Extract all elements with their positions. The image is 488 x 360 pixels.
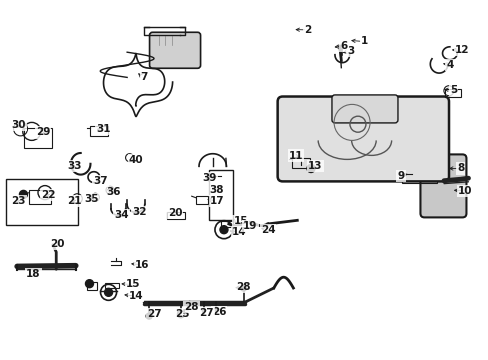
Text: 11: 11 — [288, 150, 303, 161]
Text: 24: 24 — [260, 225, 275, 235]
Text: 1: 1 — [360, 36, 367, 46]
Text: 28: 28 — [236, 282, 250, 292]
Text: 39: 39 — [202, 173, 216, 183]
Bar — [90, 126, 108, 136]
Text: 25: 25 — [174, 309, 189, 319]
Text: 28: 28 — [184, 302, 199, 312]
Text: 40: 40 — [128, 155, 143, 165]
Circle shape — [104, 288, 112, 296]
Bar — [24, 128, 52, 148]
Text: 18: 18 — [26, 269, 41, 279]
Text: 20: 20 — [50, 239, 65, 249]
Text: 14: 14 — [232, 227, 246, 237]
Text: 22: 22 — [41, 190, 55, 200]
Circle shape — [85, 280, 93, 288]
Text: 37: 37 — [93, 176, 107, 186]
Text: 15: 15 — [233, 216, 247, 226]
Text: 32: 32 — [132, 207, 146, 217]
Text: 36: 36 — [106, 186, 121, 197]
Text: 3: 3 — [347, 46, 354, 56]
Circle shape — [220, 226, 227, 234]
Bar — [401, 171, 436, 183]
FancyBboxPatch shape — [420, 154, 466, 217]
Text: 34: 34 — [114, 210, 128, 220]
Text: 17: 17 — [210, 196, 224, 206]
Text: 30: 30 — [11, 120, 26, 130]
Text: 33: 33 — [67, 161, 81, 171]
Text: 27: 27 — [146, 309, 161, 319]
Text: 5: 5 — [449, 85, 456, 95]
Text: 27: 27 — [199, 308, 213, 318]
Text: 16: 16 — [134, 260, 149, 270]
Text: 21: 21 — [67, 196, 81, 206]
Text: 9: 9 — [397, 171, 404, 181]
Bar — [292, 158, 310, 168]
Bar — [87, 282, 97, 290]
Bar — [444, 89, 460, 97]
Text: 19: 19 — [243, 221, 257, 231]
Bar — [167, 212, 185, 219]
Text: 8: 8 — [456, 163, 463, 174]
Circle shape — [306, 165, 314, 172]
Text: 31: 31 — [96, 124, 111, 134]
Text: 23: 23 — [11, 196, 26, 206]
Text: 13: 13 — [307, 161, 322, 171]
Text: 20: 20 — [167, 208, 182, 218]
Bar — [209, 170, 233, 220]
Text: 2: 2 — [304, 25, 311, 35]
FancyBboxPatch shape — [277, 96, 448, 181]
Bar — [221, 221, 233, 227]
Text: 12: 12 — [454, 45, 468, 55]
Text: 38: 38 — [208, 185, 223, 195]
Bar — [6, 179, 78, 225]
Circle shape — [146, 313, 152, 319]
Text: 10: 10 — [457, 186, 472, 196]
Text: 26: 26 — [211, 307, 226, 318]
Text: 15: 15 — [125, 279, 140, 289]
Text: 14: 14 — [128, 291, 143, 301]
Bar — [105, 283, 119, 288]
Text: 35: 35 — [84, 194, 99, 204]
Circle shape — [240, 285, 246, 291]
Bar — [29, 190, 51, 204]
FancyBboxPatch shape — [149, 32, 200, 68]
Text: 7: 7 — [140, 72, 148, 82]
Circle shape — [20, 190, 27, 198]
Text: 4: 4 — [445, 60, 453, 70]
Text: 29: 29 — [36, 127, 50, 138]
Bar — [195, 196, 207, 204]
Text: 6: 6 — [340, 41, 346, 51]
FancyBboxPatch shape — [331, 95, 397, 123]
